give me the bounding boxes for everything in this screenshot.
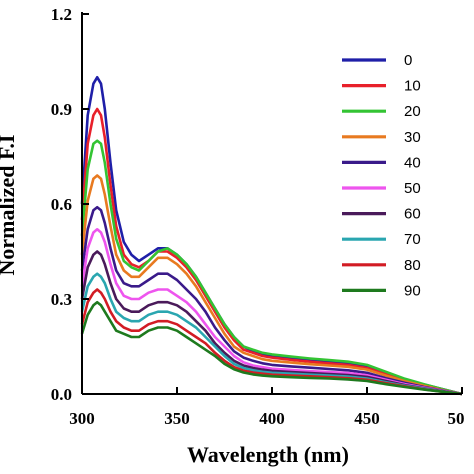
legend-label-60: 60 bbox=[404, 206, 421, 223]
plot-lines bbox=[80, 76, 463, 396]
tick-labels: 300 350 400 450 500.00.30.60.91.2 bbox=[51, 5, 465, 428]
x-tick-label: 50 bbox=[448, 409, 465, 428]
series-line-30 bbox=[80, 174, 463, 396]
x-axis-title: Wavelength (nm) bbox=[187, 442, 349, 467]
legend-label-40: 40 bbox=[404, 154, 421, 171]
y-tick-label: 0.3 bbox=[51, 290, 72, 309]
y-tick-label: 1.2 bbox=[51, 5, 72, 24]
legend-label-10: 10 bbox=[404, 78, 421, 95]
x-tick-label: 350 bbox=[164, 409, 190, 428]
y-tick-label: 0.9 bbox=[51, 100, 72, 119]
legend-label-50: 50 bbox=[404, 180, 421, 197]
series-line-50 bbox=[80, 228, 463, 396]
axes bbox=[81, 12, 463, 395]
y-tick-label: 0.0 bbox=[51, 385, 72, 404]
y-tick-label: 0.6 bbox=[51, 195, 72, 214]
series-line-60 bbox=[80, 250, 463, 396]
legend-label-0: 0 bbox=[404, 52, 412, 69]
series-line-40 bbox=[80, 205, 463, 396]
legend-label-30: 30 bbox=[404, 129, 421, 146]
legend-label-70: 70 bbox=[404, 231, 421, 248]
legend-label-20: 20 bbox=[404, 103, 421, 120]
series-line-70 bbox=[80, 272, 463, 396]
series-line-20 bbox=[80, 139, 463, 396]
series-line-10 bbox=[80, 107, 463, 396]
x-tick-label: 300 bbox=[69, 409, 95, 428]
x-tick-label: 450 bbox=[354, 409, 380, 428]
y-axis-title: Normalized F.I bbox=[0, 135, 19, 276]
x-tick-label: 400 bbox=[259, 409, 285, 428]
legend-label-80: 80 bbox=[404, 257, 421, 274]
legend-label-90: 90 bbox=[404, 282, 421, 299]
legend: 0 10 20 30 40 50 60 70 80 90 bbox=[342, 52, 421, 299]
series-line-90 bbox=[80, 300, 463, 396]
